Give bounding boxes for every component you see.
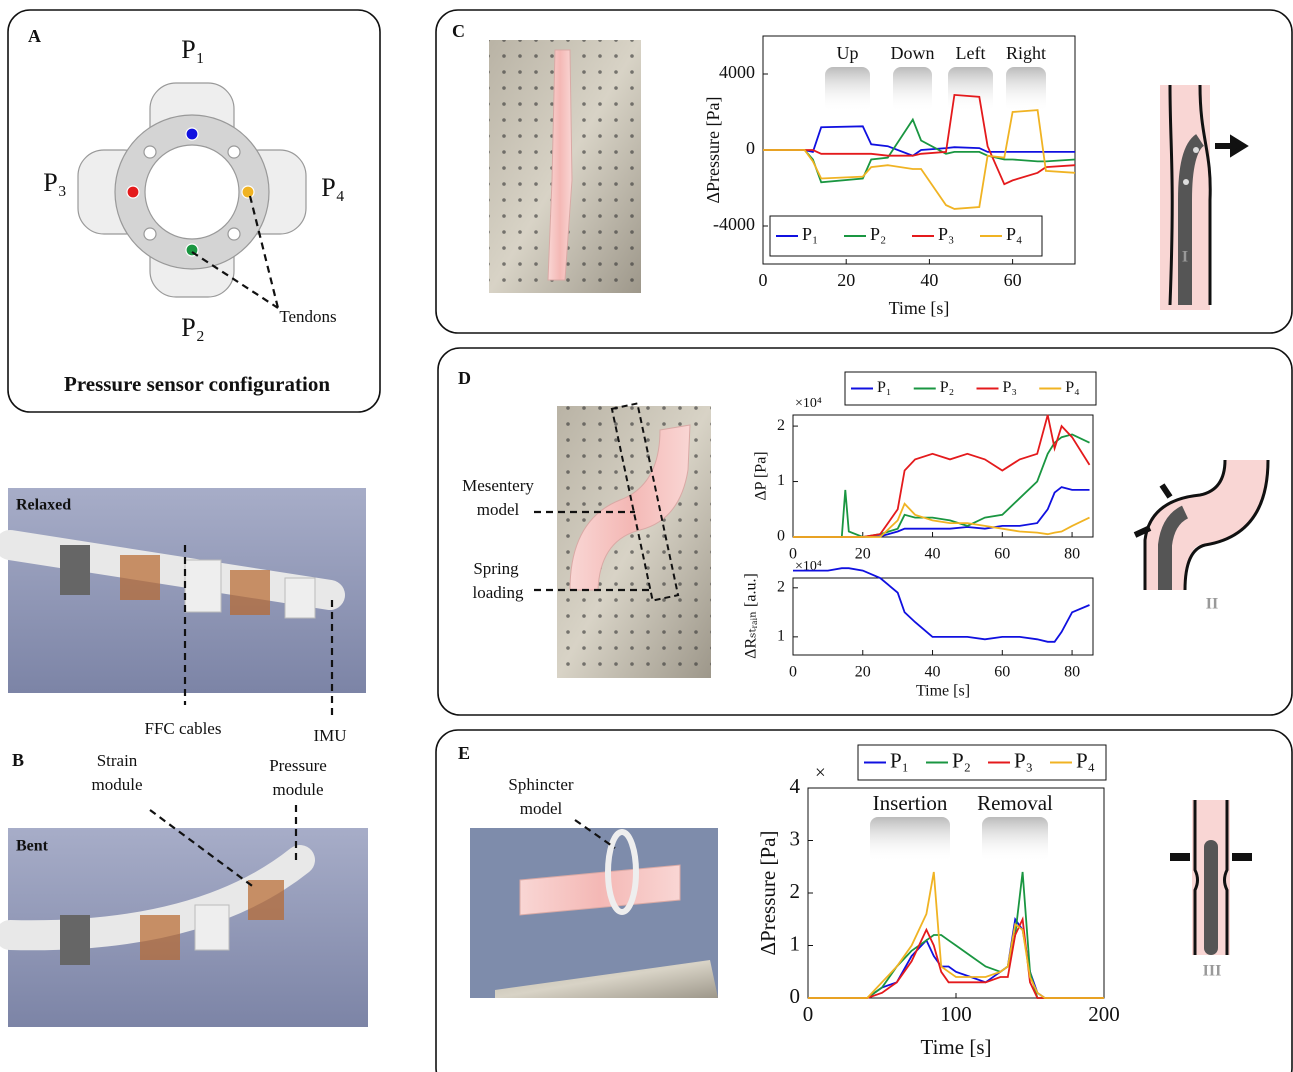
panel-label: B	[12, 750, 24, 770]
y-tick-label: -4000	[713, 214, 755, 234]
pressure-label: module	[273, 780, 324, 799]
x-tick-label: 0	[759, 270, 768, 290]
x-tick-label: 20	[855, 664, 871, 681]
pressure-label: Pressure	[269, 756, 327, 775]
x-tick-label: 0	[789, 664, 797, 681]
axis-multiplier: ×10⁴	[795, 559, 822, 574]
x-tick-label: 40	[920, 270, 938, 290]
legend-label: P₂	[952, 748, 971, 772]
annotation: Removal	[977, 791, 1053, 815]
sensor-label: P₁	[181, 35, 205, 64]
y-axis-label: ΔP [Pa]	[753, 451, 770, 500]
y-tick-label: 1	[777, 472, 785, 489]
annotation-span	[825, 67, 870, 112]
spring-label: Spring	[473, 559, 519, 578]
legend-label: P₂	[940, 379, 954, 396]
panel-label: D	[458, 368, 471, 388]
y-tick-label: 4000	[719, 62, 755, 82]
sphincter-label: model	[520, 799, 563, 818]
imu-label: IMU	[313, 726, 346, 745]
y-tick-label: 2	[777, 417, 785, 434]
x-tick-label: 80	[1064, 546, 1080, 563]
sensor-label: P₂	[181, 313, 205, 342]
legend-label: P₃	[1003, 379, 1017, 396]
annotation: Left	[956, 43, 986, 63]
panel-label: E	[458, 743, 470, 763]
strain-label: module	[92, 775, 143, 794]
legend-label: P₄	[1076, 748, 1095, 772]
annotation-span	[948, 67, 993, 112]
schematic-label: I	[1182, 249, 1188, 266]
annotation-span	[1006, 67, 1046, 112]
axis-multiplier: ×	[815, 762, 826, 783]
x-axis-label: Time [s]	[889, 298, 950, 318]
annotation: Up	[837, 43, 859, 63]
x-tick-label: 20	[837, 270, 855, 290]
schematic-label: II	[1206, 596, 1218, 613]
tendons-label: Tendons	[279, 307, 336, 326]
strain-label: Strain	[97, 751, 138, 770]
sensor-label: P₃	[43, 168, 67, 197]
x-tick-label: 60	[1004, 270, 1022, 290]
photo-label: Relaxed	[16, 497, 71, 514]
annotation-span	[982, 817, 1048, 862]
annotation: Right	[1006, 43, 1046, 63]
annotation-span	[870, 817, 950, 862]
y-tick-label: 2	[790, 879, 801, 903]
legend-label: P₁	[877, 379, 891, 396]
y-axis-label: ΔPressure [Pa]	[703, 96, 723, 203]
x-tick-label: 0	[803, 1002, 814, 1026]
mesentery-label: Mesentery	[462, 476, 534, 495]
y-tick-label: 1	[777, 628, 785, 645]
y-axis-label: ΔPressure [Pa]	[756, 831, 780, 956]
x-tick-label: 60	[994, 546, 1010, 563]
y-tick-label: 0	[790, 984, 801, 1008]
x-tick-label: 40	[925, 664, 941, 681]
photo-label: Bent	[16, 838, 49, 855]
y-tick-label: 1	[790, 931, 801, 955]
figure: A P₁ P₂ P₃ P₄ Tendons Pressure sensor co…	[0, 0, 1293, 1072]
panel-label: A	[28, 26, 41, 46]
x-tick-label: 20	[855, 546, 871, 563]
sensor-label: P₄	[321, 173, 345, 202]
x-axis-label: Time [s]	[921, 1035, 992, 1059]
caption: Pressure sensor configuration	[64, 372, 330, 396]
annotation: Insertion	[873, 791, 948, 815]
legend-label: P₃	[938, 224, 954, 244]
y-tick-label: 0	[777, 528, 785, 545]
x-tick-label: 40	[925, 546, 941, 563]
sphincter-label: Sphincter	[508, 775, 573, 794]
annotation: Down	[891, 43, 935, 63]
legend-label: P₁	[802, 224, 818, 244]
panel-label: C	[452, 21, 465, 41]
y-axis-label: ΔRₛₜᵣₐᵢₙ [a.u.]	[743, 573, 760, 659]
legend-label: P₁	[890, 748, 909, 772]
spring-label: loading	[473, 583, 524, 602]
x-axis-label: Time [s]	[916, 683, 970, 700]
x-tick-label: 100	[940, 1002, 972, 1026]
legend-label: P₂	[870, 224, 886, 244]
y-tick-label: 0	[746, 138, 755, 158]
legend-label: P₄	[1006, 224, 1022, 244]
ffc-label: FFC cables	[145, 719, 222, 738]
schematic-label: III	[1203, 963, 1222, 980]
page: { "panel_a": {"label": "A", "p_top": "P₁…	[0, 0, 1293, 1072]
x-tick-label: 60	[994, 664, 1010, 681]
legend-label: P₄	[1065, 379, 1080, 396]
axis-multiplier: ×10⁴	[795, 396, 822, 411]
mesentery-label: model	[477, 500, 520, 519]
x-tick-label: 80	[1064, 664, 1080, 681]
annotation-span	[893, 67, 932, 112]
y-tick-label: 2	[777, 578, 785, 595]
legend-label: P₃	[1014, 748, 1033, 772]
y-tick-label: 3	[790, 826, 801, 850]
y-tick-label: 4	[790, 774, 801, 798]
x-tick-label: 200	[1088, 1002, 1120, 1026]
